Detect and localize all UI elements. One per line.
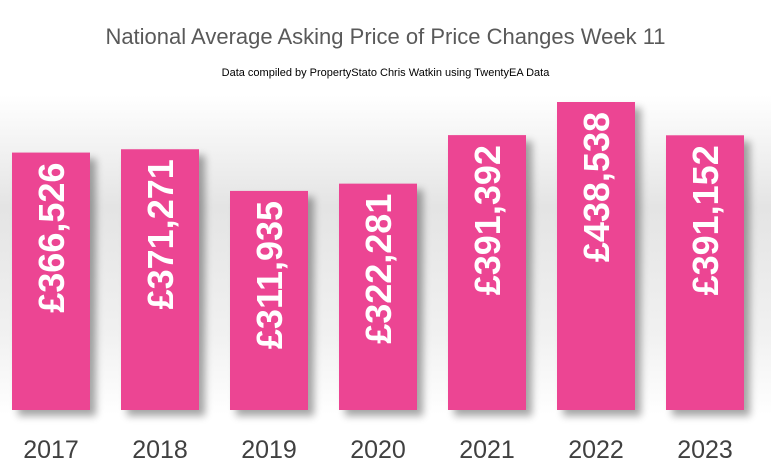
bar-2022 [557, 102, 635, 410]
data-label-2020: £322,281 [358, 194, 399, 344]
data-label-2019: £311,935 [249, 201, 290, 349]
bar-2019 [230, 190, 308, 410]
x-tick-2023: 2023 [677, 436, 733, 464]
bar-2020 [339, 183, 417, 410]
data-label-2021: £391,392 [467, 145, 508, 295]
x-tick-2021: 2021 [459, 436, 515, 464]
bars [12, 102, 744, 411]
data-label-2022: £438,538 [576, 112, 617, 262]
x-tick-2019: 2019 [241, 436, 297, 464]
chart-subtitle: Data compiled by PropertyStato Chris Wat… [221, 67, 550, 79]
x-tick-2022: 2022 [568, 436, 624, 464]
data-label-2017: £366,526 [31, 163, 72, 313]
bar-2023 [666, 135, 744, 411]
bar-2021 [448, 135, 526, 410]
data-label-2018: £371,271 [140, 159, 181, 309]
data-labels: £366,526 £371,271 £311,935 £322,281 £391,392… [31, 112, 726, 349]
bar-2017 [12, 152, 90, 410]
data-label-2023: £391,152 [685, 145, 726, 295]
x-tick-2017: 2017 [23, 436, 79, 464]
chart-title: National Average Asking Price of Price C… [105, 24, 666, 49]
x-tick-2020: 2020 [350, 436, 406, 464]
bar-2018 [121, 149, 199, 410]
x-tick-2018: 2018 [132, 436, 188, 464]
x-axis-ticks: 2017 2018 2019 2020 2021 2022 2023 [23, 436, 733, 464]
